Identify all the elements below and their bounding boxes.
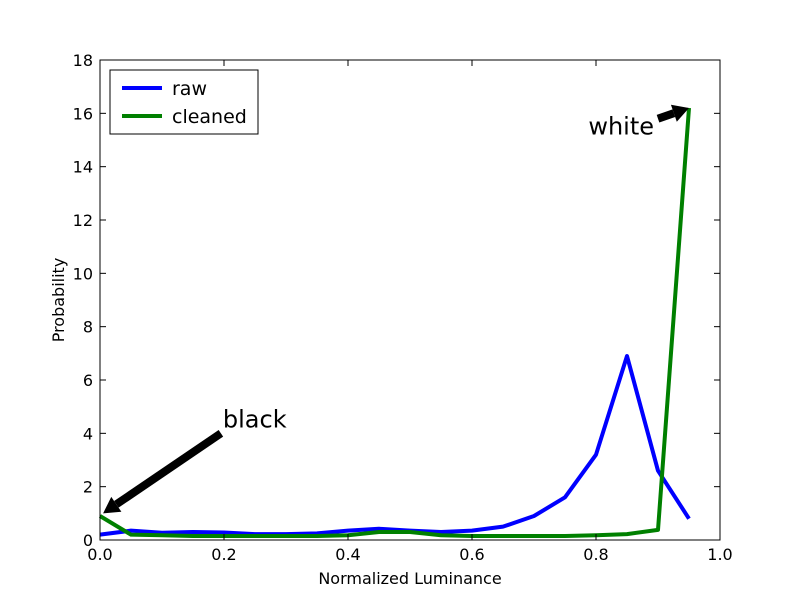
x-tick-label: 0.4	[335, 545, 360, 564]
x-tick-label: 1.0	[707, 545, 732, 564]
x-axis-label: Normalized Luminance	[318, 569, 501, 588]
annotation-arrow-head	[103, 496, 122, 514]
legend-label-raw: raw	[172, 78, 207, 100]
y-axis-label: Probability	[49, 258, 68, 343]
y-tick-label: 16	[73, 104, 93, 123]
y-tick-label: 14	[73, 158, 93, 177]
annotation-arrow-shaft	[114, 430, 224, 508]
legend: raw cleaned	[109, 69, 259, 135]
plot-frame	[99, 59, 721, 541]
annotation-arrow-shaft	[656, 109, 676, 123]
annotation-arrow-head	[670, 104, 689, 122]
y-tick-label: 18	[73, 51, 93, 70]
x-tick-label: 0.8	[583, 545, 608, 564]
y-tick-label: 4	[83, 424, 93, 443]
y-tick-label: 8	[83, 318, 93, 337]
legend-label-cleaned: cleaned	[172, 106, 247, 128]
y-tick-label: 6	[83, 371, 93, 390]
axis-ticks: 0.0 0.2 0.4 0.6 0.8 1.0 0 2 4 6 8 10 12 14 16 18	[73, 51, 733, 564]
x-tick-label: 0.0	[87, 545, 112, 564]
y-tick-label: 10	[73, 264, 93, 283]
y-tick-label: 12	[73, 211, 93, 230]
plot-layer	[98, 107, 691, 538]
y-tick-label: 2	[83, 478, 93, 497]
annotations: black white	[103, 104, 689, 514]
legend-box	[109, 69, 259, 135]
x-tick-label: 0.2	[211, 545, 236, 564]
x-tick-label: 0.6	[459, 545, 484, 564]
y-tick-label: 0	[83, 531, 93, 550]
annotation-black: black	[223, 405, 287, 433]
series-line-cleaned	[98, 107, 691, 538]
series-line-raw	[99, 354, 691, 537]
annotation-white: white	[588, 113, 654, 141]
